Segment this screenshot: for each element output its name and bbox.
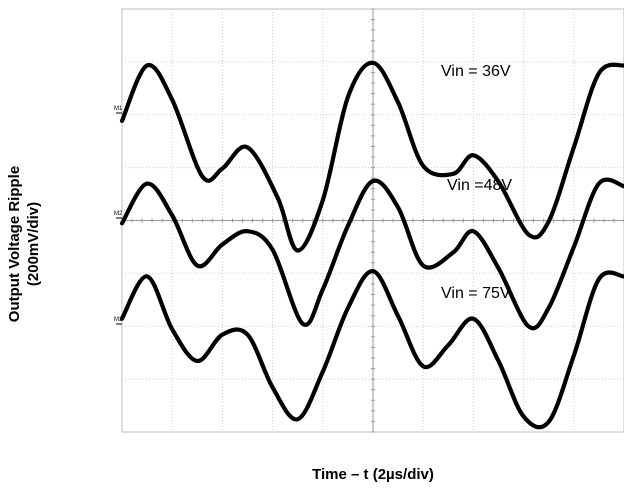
ripple-trace-2: [119, 177, 624, 331]
annotations: M1 Vin = 36V M2 Vin =48V M3 Vin = 75V: [114, 63, 512, 325]
trace-annotation-1: Vin = 36V: [441, 63, 511, 80]
traces: [119, 60, 624, 430]
marker-label-1: M1: [114, 106, 123, 112]
marker-label-3: M3: [114, 317, 123, 323]
grid: [121, 8, 624, 433]
trace-annotation-2: Vin =48V: [447, 177, 512, 194]
marker-label-2: M2: [114, 211, 123, 217]
x-axis-label: Time – t (2µs/div): [312, 466, 434, 483]
trace-annotation-3: Vin = 75V: [441, 285, 511, 302]
ripple-trace-1: [119, 60, 624, 253]
y-axis-label-line-1: Output Voltage Ripple: [6, 165, 23, 323]
ripple-trace-3: [119, 269, 624, 430]
y-axis-label-line-2: (200mV/div): [25, 201, 42, 287]
